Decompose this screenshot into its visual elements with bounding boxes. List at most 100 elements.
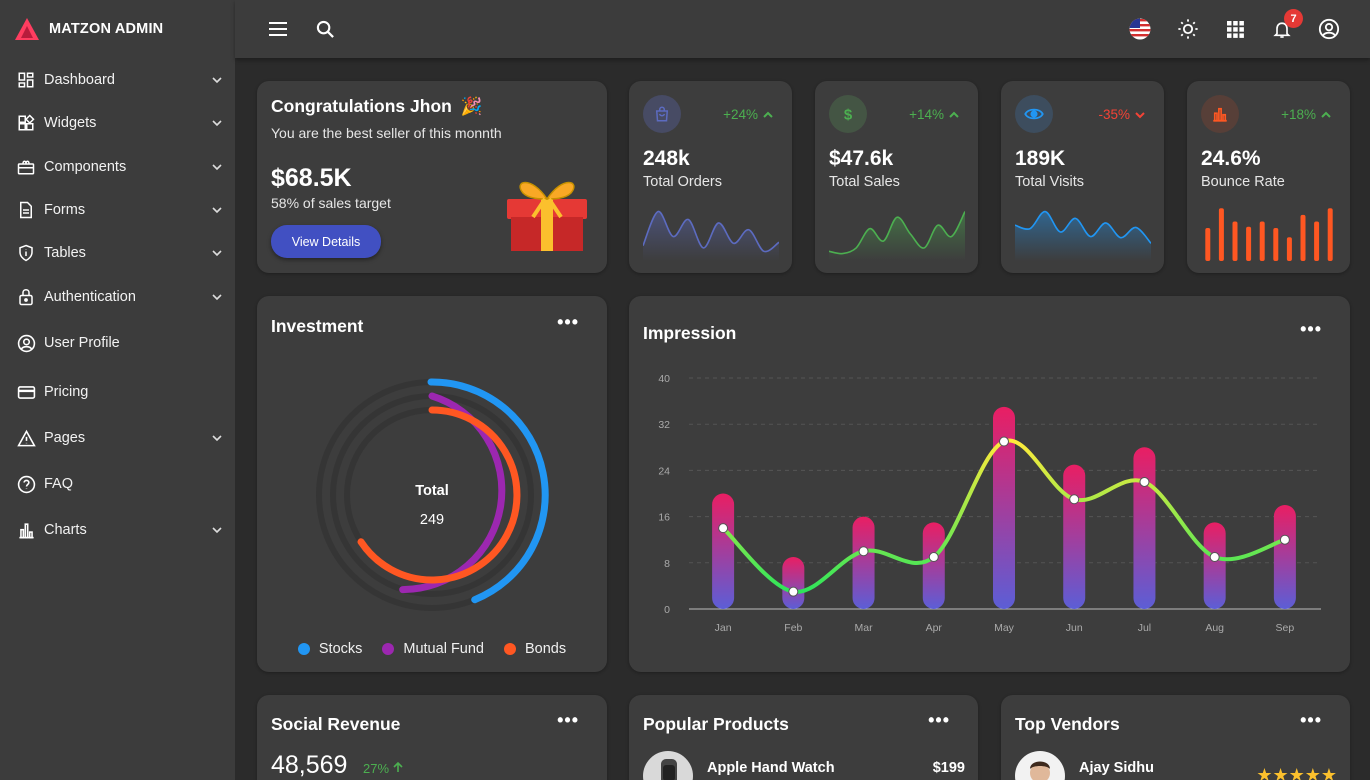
brand[interactable]: MATZON ADMIN bbox=[0, 0, 235, 58]
sidebar-item-charts[interactable]: Charts bbox=[0, 510, 235, 550]
dashboard-icon bbox=[16, 70, 36, 90]
stat-value: 248k bbox=[643, 147, 690, 170]
investment-total-label: Total bbox=[415, 483, 449, 499]
bar-jan[interactable] bbox=[712, 493, 735, 610]
card-title: Social Revenue bbox=[271, 714, 401, 734]
bar-may[interactable] bbox=[993, 406, 1015, 609]
stat-label: Bounce Rate bbox=[1201, 174, 1285, 190]
social-revenue-change: 27% bbox=[363, 761, 403, 776]
popular-products-card: Popular Products ••• Apple Hand Watch $1… bbox=[629, 695, 978, 780]
spark-bar bbox=[1232, 221, 1238, 261]
line-point-apr[interactable] bbox=[928, 552, 939, 563]
sidebar-item-components[interactable]: Components bbox=[0, 147, 235, 187]
bar-sep[interactable] bbox=[1273, 505, 1296, 609]
sparkline-visits bbox=[1015, 210, 1151, 261]
legend-item-stocks[interactable]: Stocks bbox=[297, 641, 362, 657]
more-options-button[interactable]: ••• bbox=[1300, 319, 1322, 339]
sidebar-item-authentication[interactable]: Authentication bbox=[0, 277, 235, 317]
person-avatar-icon bbox=[1030, 761, 1050, 780]
stat-label: Total Sales bbox=[829, 174, 900, 190]
us-flag-icon bbox=[1129, 18, 1151, 40]
list-item[interactable]: Ajay Sidhu ★★★★★ bbox=[1015, 751, 1337, 780]
stat-label: Total Visits bbox=[1015, 174, 1085, 190]
bar-feb[interactable] bbox=[782, 557, 805, 609]
spark-bar bbox=[1259, 221, 1265, 261]
menu-button[interactable] bbox=[266, 17, 290, 41]
stat-value: 24.6% bbox=[1201, 147, 1261, 170]
sales-target: 58% of sales target bbox=[271, 195, 391, 211]
line-point-jul[interactable] bbox=[1139, 476, 1150, 487]
radial-bar-chart bbox=[316, 378, 549, 611]
spark-bar bbox=[1273, 228, 1279, 261]
sidebar-item-faq[interactable]: FAQ bbox=[0, 464, 235, 504]
more-options-button[interactable]: ••• bbox=[928, 710, 950, 730]
bell-icon bbox=[1273, 21, 1291, 38]
bar-mar[interactable] bbox=[852, 516, 875, 609]
spark-area bbox=[829, 211, 965, 261]
notifications-button[interactable]: 7 bbox=[1270, 9, 1303, 41]
shopping-bag-icon bbox=[655, 106, 669, 122]
stat-card-total-sales: $ +14% $47.6k Total Sales bbox=[815, 81, 978, 273]
apps-button[interactable] bbox=[1223, 17, 1247, 41]
notification-badge: 7 bbox=[1284, 9, 1303, 28]
language-button[interactable] bbox=[1128, 17, 1152, 41]
sidebar-item-user-profile[interactable]: User Profile bbox=[0, 323, 235, 363]
stat-label: Total Orders bbox=[643, 174, 722, 190]
card-title: Investment bbox=[271, 316, 364, 336]
sparkline-orders bbox=[643, 210, 779, 261]
sidebar-item-widgets[interactable]: Widgets bbox=[0, 103, 235, 143]
topbar: 7 bbox=[235, 0, 1370, 58]
stat-icon-wrap bbox=[1015, 95, 1053, 133]
legend-item-bonds[interactable]: Bonds bbox=[504, 641, 566, 657]
stat-card-bounce-rate: +18% 24.6% Bounce Rate bbox=[1187, 81, 1350, 273]
more-options-button[interactable]: ••• bbox=[557, 312, 579, 332]
more-options-button[interactable]: ••• bbox=[1300, 710, 1322, 730]
chevron-down-icon bbox=[212, 435, 222, 442]
bar-apr[interactable] bbox=[922, 522, 945, 609]
bar-jun[interactable] bbox=[1063, 464, 1086, 609]
line-point-may[interactable] bbox=[999, 436, 1009, 447]
x-tick-label: Mar bbox=[855, 622, 874, 634]
sidebar-item-pricing[interactable]: Pricing bbox=[0, 372, 235, 412]
sidebar-item-label: Charts bbox=[44, 522, 87, 538]
line-point-sep[interactable] bbox=[1279, 534, 1290, 545]
sidebar-item-dashboard[interactable]: Dashboard bbox=[0, 60, 235, 100]
line-point-aug[interactable] bbox=[1209, 552, 1220, 563]
legend-item-mutual-fund[interactable]: Mutual Fund bbox=[382, 641, 484, 657]
line-point-jan[interactable] bbox=[718, 523, 729, 534]
stat-icon-wrap bbox=[1201, 95, 1239, 133]
investment-legend: Stocks Mutual Fund Bonds bbox=[257, 641, 607, 657]
list-item[interactable]: Apple Hand Watch $199 bbox=[643, 751, 965, 780]
bar-jul[interactable] bbox=[1133, 447, 1156, 609]
dollar-icon: $ bbox=[844, 106, 853, 123]
spark-bar bbox=[1300, 214, 1306, 261]
investment-card: Investment ••• Total 249 Stocks Mutual F… bbox=[257, 296, 607, 672]
more-options-button[interactable]: ••• bbox=[557, 710, 579, 730]
bar-aug[interactable] bbox=[1203, 522, 1226, 609]
stat-card-total-visits: -35% 189K Total Visits bbox=[1001, 81, 1164, 273]
theme-toggle-button[interactable] bbox=[1176, 17, 1200, 41]
y-tick-label: 32 bbox=[658, 419, 670, 431]
chart-title: Impression bbox=[643, 323, 737, 343]
spark-bar bbox=[1314, 221, 1320, 261]
account-button[interactable] bbox=[1317, 17, 1341, 41]
sidebar-item-label: Tables bbox=[44, 245, 86, 261]
sidebar-item-pages[interactable]: Pages bbox=[0, 418, 235, 458]
x-tick-label: Jan bbox=[715, 622, 732, 634]
line-point-feb[interactable] bbox=[788, 586, 799, 597]
sales-amount: $68.5K bbox=[271, 164, 352, 192]
product-price: $199 bbox=[932, 760, 965, 776]
view-details-button[interactable]: View Details bbox=[271, 225, 381, 258]
line-point-mar[interactable] bbox=[858, 546, 869, 557]
sidebar-item-forms[interactable]: Forms bbox=[0, 190, 235, 230]
brand-name: MATZON ADMIN bbox=[49, 21, 164, 37]
search-button[interactable] bbox=[313, 17, 337, 41]
spark-bar bbox=[1327, 208, 1333, 261]
sparkline-sales bbox=[829, 211, 965, 261]
stat-icon-wrap: $ bbox=[829, 95, 867, 133]
arc-bonds bbox=[357, 406, 521, 584]
x-tick-label: Jun bbox=[1066, 622, 1083, 634]
line-point-jun[interactable] bbox=[1069, 494, 1080, 505]
sidebar-item-tables[interactable]: Tables bbox=[0, 233, 235, 273]
chevron-down-icon bbox=[212, 77, 222, 84]
